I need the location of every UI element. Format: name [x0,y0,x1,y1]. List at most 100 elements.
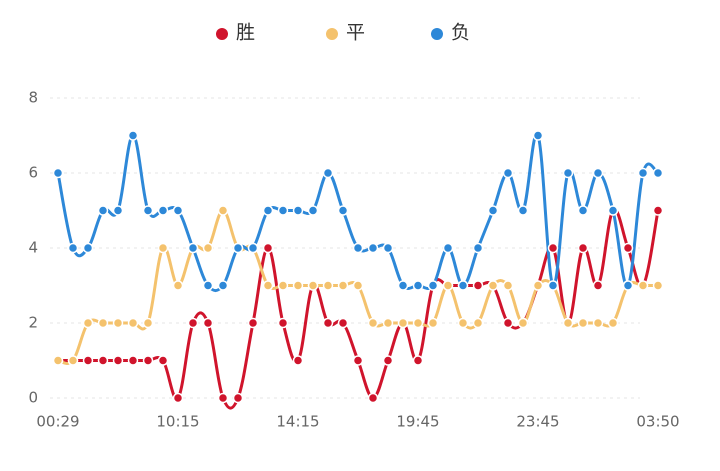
data-point [487,280,499,291]
y-tick-label: 4 [28,239,38,257]
data-point [532,280,544,291]
data-point [502,280,514,291]
data-point [502,167,514,179]
data-point [607,205,619,216]
data-point [322,280,334,291]
data-point [637,280,649,291]
data-point [622,242,634,254]
data-point [142,317,154,329]
data-point [67,355,79,366]
data-point [382,355,394,366]
data-point [307,280,319,291]
data-point [52,355,64,366]
data-point [472,317,484,329]
legend-text: 胜 [236,22,255,44]
data-point [292,280,304,291]
data-point [247,317,259,329]
data-point [217,205,229,216]
data-point [367,317,379,329]
x-tick-label: 14:15 [276,413,319,431]
y-tick-label: 2 [28,314,38,332]
legend-marker [431,28,443,40]
data-point [232,242,244,254]
data-point [442,280,454,291]
x-tick-label: 00:29 [36,413,79,431]
data-point [127,317,139,329]
data-point [592,317,604,329]
data-point [187,242,199,254]
data-point [412,317,424,329]
data-point [97,317,109,329]
data-point [112,205,124,216]
data-point [307,205,319,216]
data-point [397,280,409,291]
data-point [412,355,424,366]
legend-text: 平 [346,22,365,44]
data-point [142,205,154,216]
data-point [82,317,94,329]
data-point [262,205,274,216]
data-point [172,392,184,404]
data-point [577,205,589,216]
data-point [277,280,289,291]
data-point [367,242,379,254]
data-point [352,242,364,254]
series-line [58,208,660,410]
x-tick-label: 23:45 [516,413,559,431]
data-point [322,317,334,329]
data-point [517,205,529,216]
data-point [607,317,619,329]
data-point [592,280,604,291]
data-point [172,280,184,291]
data-point [337,280,349,291]
data-point [82,242,94,254]
data-point [502,317,514,329]
data-point [172,205,184,216]
data-point [457,280,469,291]
data-point [532,130,544,141]
data-point [337,205,349,216]
data-point [247,242,259,254]
data-point [652,205,664,216]
y-tick-label: 6 [28,164,38,182]
data-point [577,317,589,329]
data-point [367,392,379,404]
data-point [112,317,124,329]
data-point [472,280,484,291]
y-tick-label: 8 [28,89,38,107]
data-point [202,280,214,291]
data-point [382,242,394,254]
data-point [277,317,289,329]
data-point [232,392,244,404]
data-point [82,355,94,366]
legend-text: 负 [451,22,470,44]
x-tick-label: 10:15 [156,413,199,431]
data-point [412,280,424,291]
data-point [322,167,334,179]
data-point [622,280,634,291]
data-point [262,280,274,291]
data-point [157,242,169,254]
data-point [262,242,274,254]
data-point [142,355,154,366]
data-point [337,317,349,329]
data-point [517,317,529,329]
data-point [352,280,364,291]
data-point [562,317,574,329]
data-point [397,317,409,329]
data-point [292,355,304,366]
data-point [157,205,169,216]
data-point [652,280,664,291]
legend-marker [326,28,338,40]
x-tick-label: 03:50 [636,413,679,431]
data-point [427,280,439,291]
data-point [202,242,214,254]
data-point [637,167,649,179]
data-point [97,355,109,366]
data-point [562,167,574,179]
data-point [277,205,289,216]
data-point [547,242,559,254]
data-point [457,317,469,329]
data-point [52,167,64,179]
